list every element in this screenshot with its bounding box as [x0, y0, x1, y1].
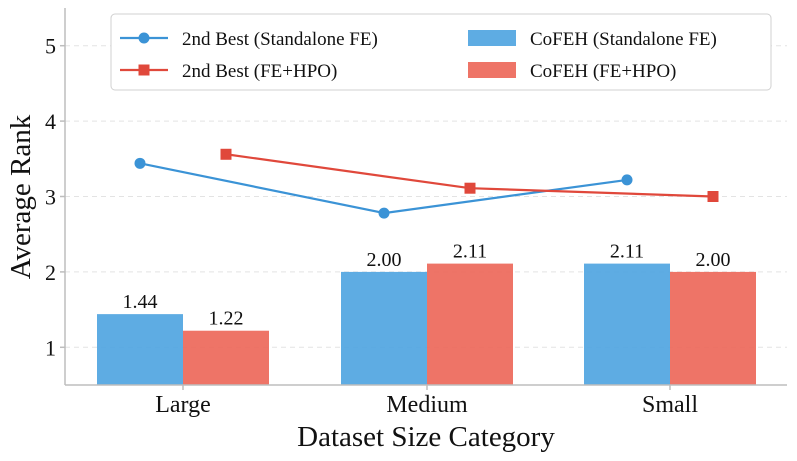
legend-item-cofeh-fehpo-swatch — [468, 62, 516, 78]
y-tick-label-3: 3 — [45, 185, 56, 210]
point-second-best-fehpo-medium — [464, 182, 476, 194]
point-second-best-standalone-large — [134, 157, 146, 169]
y-ticks: 1 2 3 4 5 — [45, 34, 65, 360]
bar-label-standalone-large: 1.44 — [123, 291, 158, 313]
x-tick-label-medium: Medium — [386, 392, 468, 418]
legend-item-second-best-fehpo-swatch-marker — [138, 64, 150, 76]
bar-label-fehpo-medium: 2.11 — [453, 241, 487, 263]
line-series — [134, 148, 719, 219]
legend-item-second-best-standalone-label: 2nd Best (Standalone FE) — [182, 29, 378, 50]
legend-frame — [110, 13, 772, 91]
legend-item-second-best-standalone-swatch-marker — [138, 32, 150, 44]
bar-label-fehpo-large: 1.22 — [209, 308, 244, 330]
legend-item-cofeh-standalone-label: CoFEH (Standalone FE) — [530, 29, 717, 50]
x-tick-label-large: Large — [155, 392, 211, 418]
y-axis-title: Average Rank — [5, 114, 37, 279]
x-axis-title: Dataset Size Category — [297, 421, 555, 453]
y-tick-label-1: 1 — [45, 335, 56, 360]
legend-item-cofeh-fehpo-label: CoFEH (FE+HPO) — [530, 61, 676, 82]
legend: 2nd Best (Standalone FE) 2nd Best (FE+HPO… — [110, 13, 772, 91]
point-second-best-fehpo-small — [707, 191, 719, 202]
legend-item-second-best-fehpo-label: 2nd Best (FE+HPO) — [182, 61, 337, 82]
bar-standalone-large — [97, 314, 183, 385]
x-tick-label-small: Small — [642, 392, 698, 418]
bar-fehpo-small — [670, 271, 756, 385]
y-tick-label-2: 2 — [45, 260, 56, 285]
bars — [97, 263, 756, 385]
y-tick-label-5: 5 — [45, 34, 56, 59]
bar-label-standalone-medium: 2.00 — [367, 249, 402, 271]
bar-fehpo-medium — [427, 263, 513, 385]
bar-label-standalone-small: 2.11 — [610, 241, 644, 263]
x-ticks: Large Medium Small — [155, 385, 698, 418]
bar-label-fehpo-small: 2.00 — [696, 249, 731, 271]
bar-value-labels: 1.44 2.00 2.11 1.22 2.11 2.00 — [123, 241, 731, 330]
bar-standalone-small — [584, 263, 670, 385]
point-second-best-standalone-medium — [378, 207, 390, 219]
legend-item-cofeh-standalone-swatch — [468, 30, 516, 46]
y-tick-label-4: 4 — [45, 109, 56, 134]
bar-fehpo-large — [183, 330, 269, 385]
point-second-best-fehpo-large — [220, 148, 232, 160]
line-second-best-standalone — [139, 162, 628, 215]
point-second-best-standalone-small — [621, 174, 633, 186]
bar-standalone-medium — [341, 271, 427, 385]
